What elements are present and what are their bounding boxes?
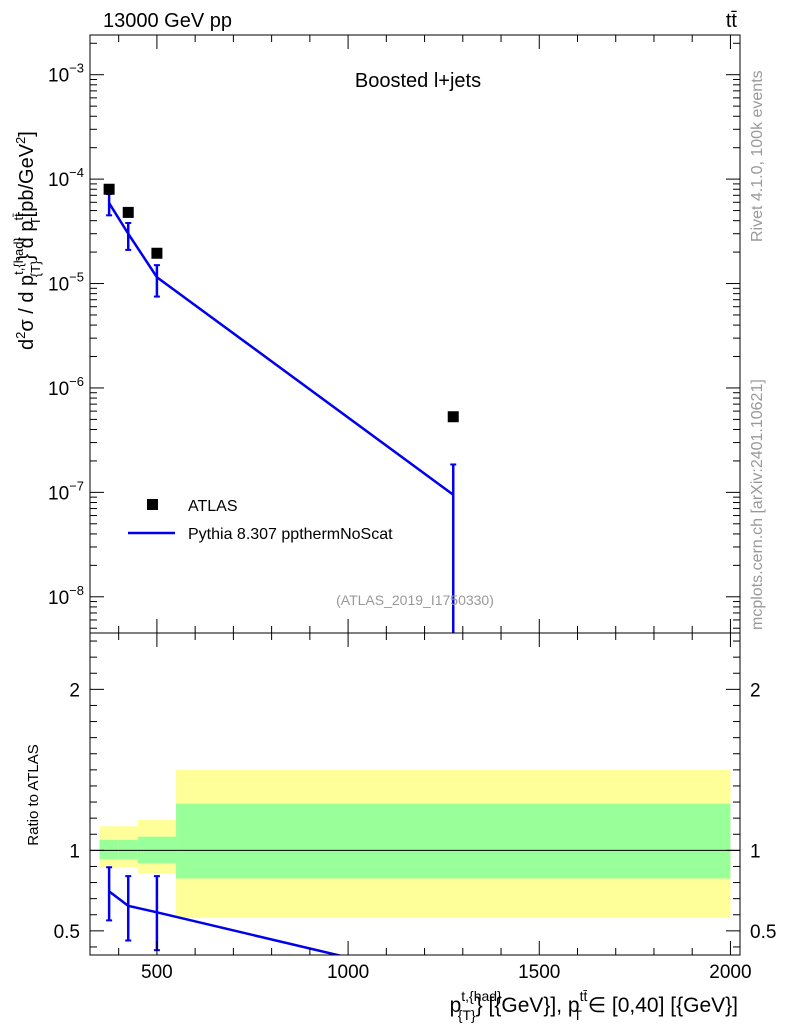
ratio-band-inner [176,803,731,879]
atlas-data-point [447,411,459,423]
ylabel-part: tt̄ [11,213,26,221]
ratio-mc-line [108,890,343,955]
ylabel-part: 2 [13,137,28,144]
main-y-tick-labels: 10−810−710−610−510−410−3 [48,61,84,609]
main-y-tick-exp: −6 [69,374,84,389]
xlabel-part: tt̄ [580,988,588,1004]
main-y-tick-label: 10−8 [48,583,84,609]
main-y-tick-exp: −4 [69,165,84,180]
ratio-band-inner [99,839,119,860]
ylabel-part: ] [16,131,38,137]
main-frame [89,34,741,634]
xlabel-part: } [{GeV}], p [476,994,580,1017]
ratio-y-axis-label: Ratio to ATLAS [25,744,42,845]
main-y-tick-exp: −3 [69,61,84,76]
analysis-watermark: (ATLAS_2019_I1750330) [336,592,494,608]
main-y-tick-base: 10 [48,170,69,191]
ylabel-part: 2 [13,332,28,339]
ylabel-part: t,{had} [11,237,26,275]
ylabel-part: } d p [16,221,38,261]
legend-label-pythia: Pythia 8.307 ppthermNoScat [188,526,393,543]
ratio-panel: 0.5 0.5 1 1 2 2 500 1000 1500 2000 Ratio to ATLAS [25,632,777,983]
ratio-marks [90,769,740,955]
main-y-tick-exp: −5 [69,270,84,285]
main-y-tick-base: 10 [48,588,69,609]
ylabel-part: d [16,339,38,350]
mcplots-label: mcplots.cern.ch [arXiv:2401.10621] [749,379,766,630]
x-axis-label: pt,{had} {T}} [{GeV}], ptt̄ T ∈ [0,40] [{G… [450,988,738,1023]
ylabel-part: {T} [28,260,43,277]
x-tick-label: 2000 [709,962,751,983]
ratio-band-inner [118,839,138,860]
main-marks [103,183,459,633]
ratio-ticks [90,633,740,955]
ylabel-part: σ / d p [16,275,38,332]
main-y-tick-base: 10 [48,66,69,87]
main-y-tick-base: 10 [48,379,69,400]
xlabel-part: t,{had} [461,988,502,1004]
ylabel-part: [pb/GeV [16,143,38,217]
main-y-tick-label: 10−6 [48,374,84,400]
x-tick-label: 500 [141,962,173,983]
xlabel-part: p [450,994,462,1017]
main-y-tick-label: 10−5 [48,270,84,296]
main-y-tick-exp: −7 [69,478,84,493]
ratio-y-tick-label-right: 1 [750,841,761,862]
atlas-data-point [122,206,134,218]
legend-marker-atlas [147,499,158,510]
mc-line [108,202,454,496]
main-y-axis-label: d2σ / d pt,{had} {T}} d ptt̄T[pb/GeV2] [11,131,43,350]
main-y-tick-exp: −8 [69,583,84,598]
process-label: tt̄ [726,10,738,32]
legend-label-atlas: ATLAS [188,498,238,515]
chart-title: Boosted l+jets [355,70,481,92]
energy-label: 13000 GeV pp [103,10,232,32]
ratio-y-tick-label-left: 1 [69,841,80,862]
atlas-data-point [103,183,115,195]
main-y-tick-base: 10 [48,275,69,296]
ratio-y-tick-label-left: 0.5 [54,922,80,943]
main-ticks [90,35,740,633]
atlas-data-point [151,247,163,259]
x-tick-label: 1000 [327,962,369,983]
xlabel-part: ∈ [0,40] [{GeV}] [582,994,738,1017]
ratio-tick-labels: 0.5 0.5 1 1 2 2 500 1000 1500 2000 [54,680,777,983]
ratio-y-tick-label-left: 2 [69,680,80,701]
ratio-frame [89,632,741,956]
rivet-label: Rivet 4.1.0, 100k events [749,70,766,242]
xlabel-part: {T} [458,1007,476,1023]
legend: ATLAS Pythia 8.307 ppthermNoScat [128,498,393,543]
ratio-y-tick-label-right: 2 [750,680,761,701]
main-panel: 10−810−710−610−510−410−3 Boosted l+jets … [11,34,741,634]
xlabel-part: T [573,1007,582,1023]
x-tick-label: 1500 [518,962,560,983]
main-y-tick-label: 10−4 [48,165,84,191]
main-y-tick-label: 10−3 [48,61,84,87]
main-y-tick-label: 10−7 [48,478,84,504]
ratio-y-tick-label-right: 0.5 [750,922,776,943]
ylabel-part: T [28,217,43,225]
main-y-tick-base: 10 [48,483,69,504]
